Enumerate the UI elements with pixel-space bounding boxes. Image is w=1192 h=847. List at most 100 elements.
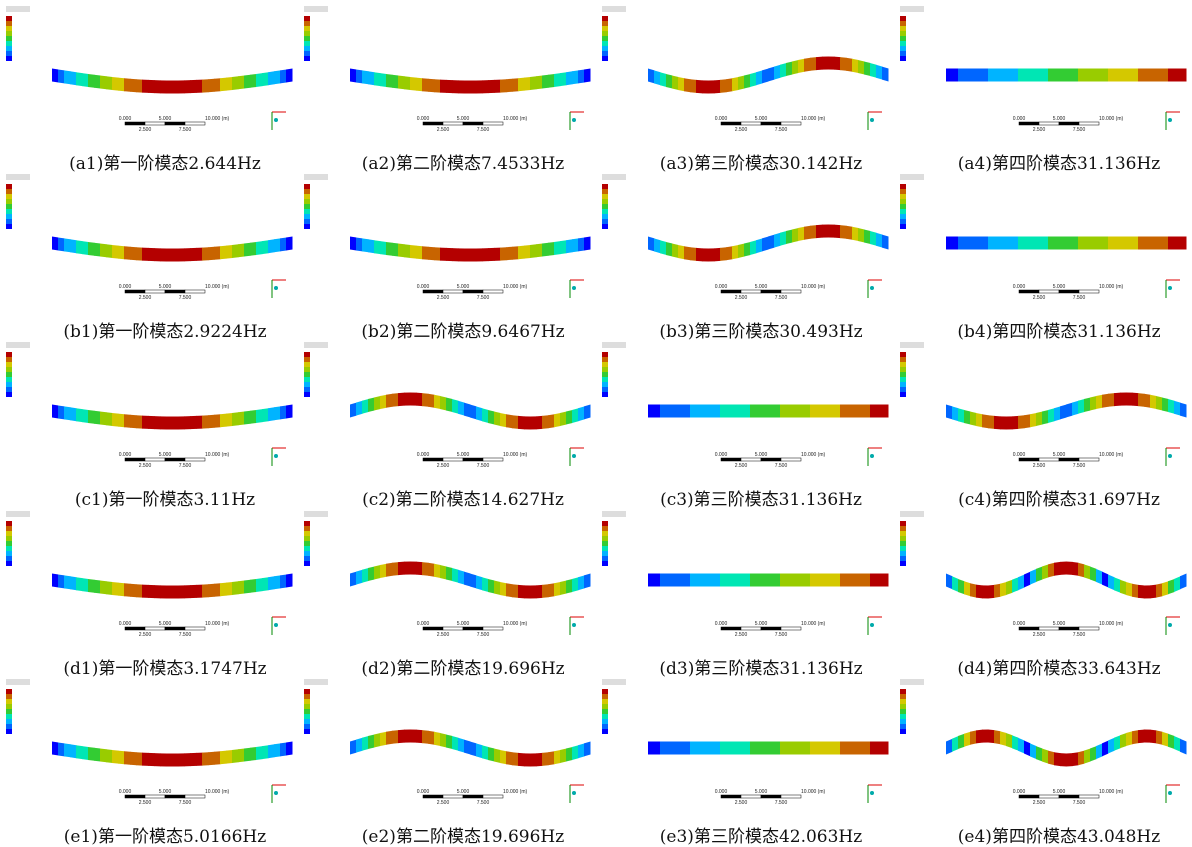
caption: (a1)第一阶模态2.644Hz (69, 154, 261, 174)
legend-swatch (900, 521, 906, 526)
beam-segment (864, 405, 871, 418)
legend-header (602, 342, 626, 348)
beam-segment (1036, 746, 1043, 761)
beam-segment (64, 575, 71, 589)
beam-segment (852, 227, 859, 241)
beam-segment (214, 246, 221, 260)
legend-swatch (6, 709, 12, 714)
beam-segment (70, 239, 77, 253)
scale-label: 10.000 (m) (1099, 116, 1124, 122)
axis-z (274, 454, 278, 458)
beam-segment (708, 742, 715, 755)
beam-segment (368, 71, 375, 85)
legend-swatch (304, 709, 310, 714)
beam-segment (1144, 69, 1151, 82)
beam-segment (584, 405, 591, 420)
legend-swatch (6, 224, 12, 229)
legend-swatch (304, 209, 310, 214)
beam-segment (542, 243, 549, 257)
beam-segment (166, 80, 173, 93)
beam-segment (840, 57, 847, 71)
beam-segment (1096, 569, 1103, 585)
beam-segment (178, 80, 185, 93)
beam-segment (1018, 415, 1025, 429)
beam-segment (512, 246, 519, 260)
legend-swatch (900, 352, 906, 357)
beam-segment (1006, 733, 1013, 748)
scale-bar (1059, 290, 1079, 293)
beam-segment (1168, 399, 1175, 414)
beam-segment (1138, 730, 1145, 744)
beam-segment (1036, 412, 1043, 426)
scale-bar (165, 458, 185, 461)
beam-segment (368, 397, 375, 412)
beam-segment (232, 581, 239, 595)
legend-swatch (6, 689, 12, 694)
beam-segment (1000, 237, 1007, 250)
scale-bar (1079, 122, 1099, 125)
beam-segment (398, 76, 405, 90)
beam-segment (1180, 237, 1187, 250)
scale-label: 10.000 (m) (205, 452, 230, 458)
beam-segment (970, 69, 977, 82)
beam-segment (464, 740, 471, 755)
beam-segment (566, 410, 573, 425)
legend-swatch (6, 556, 12, 561)
beam-segment (560, 240, 567, 254)
beam-segment (524, 416, 531, 429)
scale-bar (721, 458, 741, 461)
beam-segment (1078, 237, 1085, 250)
beam-segment (542, 75, 549, 89)
beam-segment (560, 581, 567, 595)
beam-segment (870, 574, 877, 587)
beam-segment (280, 237, 287, 251)
scale-label: 10.000 (m) (205, 116, 230, 122)
legend-swatch (900, 694, 906, 699)
beam-segment (584, 574, 591, 589)
beam-segment (286, 69, 293, 83)
legend-swatch (304, 724, 310, 729)
scale-label: 7.500 (775, 800, 788, 806)
beam-segment (1174, 576, 1181, 592)
scale-label: 10.000 (m) (801, 789, 826, 795)
beam-segment (1048, 408, 1055, 423)
beam-segment (118, 414, 125, 428)
beam-segment (762, 69, 769, 84)
beam-segment (416, 730, 423, 743)
scale-bar (185, 458, 205, 461)
beam-segment (530, 753, 537, 766)
beam-segment (434, 247, 441, 260)
legend-swatch (304, 224, 310, 229)
scale-label: 2.500 (437, 463, 450, 469)
beam-segment (864, 574, 871, 587)
scale-label: 0.000 (417, 452, 430, 458)
legend-swatch (304, 531, 310, 536)
scale-label: 7.500 (477, 632, 490, 638)
scale-label: 5.000 (457, 789, 470, 795)
scale-label: 2.500 (437, 800, 450, 806)
beam-segment (858, 60, 865, 74)
beam-segment (446, 734, 453, 749)
legend-swatch (602, 694, 608, 699)
scale-label: 5.000 (1053, 284, 1066, 290)
beam-segment (386, 242, 393, 256)
beam-segment (822, 57, 829, 70)
beam-segment (190, 416, 197, 429)
scale-bar (761, 122, 781, 125)
beam-segment (536, 585, 543, 598)
beam-segment (208, 584, 215, 597)
beam-segment (1150, 730, 1157, 744)
legend-swatch (304, 194, 310, 199)
scale-label: 5.000 (159, 284, 172, 290)
beam-segment (494, 80, 501, 93)
caption: (b1)第一阶模态2.9224Hz (63, 322, 266, 342)
beam-segment (660, 405, 667, 418)
beam-segment (714, 574, 721, 587)
legend-swatch (602, 21, 608, 26)
beam-segment (1120, 733, 1127, 748)
legend-swatch (304, 36, 310, 41)
beam-segment (672, 405, 679, 418)
